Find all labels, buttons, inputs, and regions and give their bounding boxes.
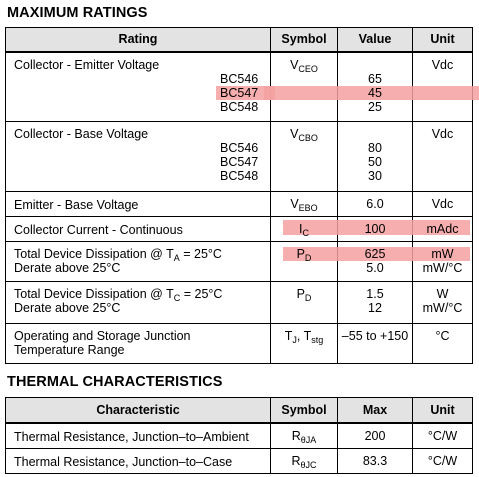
header-symbol: Symbol <box>270 27 338 53</box>
thermal-row-junction-ambient: Thermal Resistance, Junction–to–Ambient … <box>5 422 473 449</box>
header-characteristic: Characteristic <box>5 397 271 424</box>
row-collector-base-voltage: Collector - Base Voltage BC546 BC547 BC5… <box>5 121 473 192</box>
header-max: Max <box>337 397 413 424</box>
rating-label-line2: Temperature Range <box>14 343 125 357</box>
symbol-pd-highlighted: PD <box>270 241 470 282</box>
rating-label: Collector Current - Continuous <box>5 216 271 242</box>
value-vceo: 65 45 25 <box>264 51 479 122</box>
max-value: 200 <box>337 422 413 449</box>
value-bc547-highlighted: 45 <box>368 85 382 100</box>
value-pd-ta: 625 5.0 <box>337 241 413 282</box>
unit: °C/W <box>412 422 473 449</box>
header-rating: Rating <box>5 27 271 53</box>
characteristic-label: Thermal Resistance, Junction–to–Ambient <box>5 422 271 449</box>
symbol-rthja: RθJA <box>270 422 338 449</box>
variant-bc548: BC548 <box>220 99 259 114</box>
row-junction-temperature: Operating and Storage Junction Temperatu… <box>5 323 473 364</box>
thermal-row-junction-case: Thermal Resistance, Junction–to–Case RθJ… <box>5 447 473 474</box>
row-emitter-base-voltage: Emitter - Base Voltage VEBO 6.0 Vdc <box>5 191 473 217</box>
rating-label: Emitter - Base Voltage <box>5 191 271 217</box>
variant-bc548: BC548 <box>220 169 259 183</box>
thermal-title: THERMAL CHARACTERISTICS <box>7 374 223 390</box>
max-ratings-table: Rating Symbol Value Unit Collector - Emi… <box>5 27 479 364</box>
symbol-pd: PD <box>270 281 338 324</box>
value-vebo: 6.0 <box>337 191 413 217</box>
rating-label: Operating and Storage Junction <box>14 329 191 343</box>
unit-temperature: °C <box>412 323 473 364</box>
symbol-ic-highlighted: IC <box>270 216 470 242</box>
max-value: 83.3 <box>337 447 413 474</box>
variant-bc546: BC546 <box>220 71 259 86</box>
unit-pd-ta: mW mW/°C <box>412 241 473 282</box>
unit-vcbo: Vdc <box>412 121 473 192</box>
variant-bc547-highlighted: BC547 <box>216 85 275 100</box>
value-pd-tc: 1.5 12 <box>337 281 413 324</box>
variant-bc547: BC547 <box>220 155 259 169</box>
unit: °C/W <box>412 447 473 474</box>
header-unit: Unit <box>412 397 473 424</box>
rating-label: Collector - Base Voltage <box>14 127 149 141</box>
header-unit: Unit <box>412 27 473 53</box>
value-temperature-range: –55 to +150 <box>337 323 413 364</box>
derate-label: Derate above 25°C <box>14 301 121 315</box>
unit-vebo: Vdc <box>412 191 473 217</box>
value-vcbo: 80 50 30 <box>337 121 413 192</box>
header-value: Value <box>337 27 413 53</box>
rating-label: Total Device Dissipation @ TC = 25°C <box>14 287 223 303</box>
unit-pd-tc: W mW/°C <box>412 281 473 324</box>
header-symbol: Symbol <box>270 397 338 424</box>
rating-label: Collector - Emitter Voltage <box>14 57 160 72</box>
max-ratings-title: MAXIMUM RATINGS <box>7 5 148 21</box>
symbol-vebo: VEBO <box>270 191 338 217</box>
characteristic-label: Thermal Resistance, Junction–to–Case <box>5 447 271 474</box>
row-collector-emitter-voltage: Collector - Emitter Voltage BC546 BC547 … <box>5 51 479 122</box>
row-power-dissipation-tc: Total Device Dissipation @ TC = 25°C Der… <box>5 281 473 324</box>
symbol-vcbo: VCBO <box>270 121 338 192</box>
derate-label: Derate above 25°C <box>14 261 121 275</box>
symbol-rthjc: RθJC <box>270 447 338 474</box>
row-collector-current: Collector Current - Continuous IC 100 mA… <box>5 216 473 242</box>
variant-bc546: BC546 <box>220 141 259 155</box>
symbol-tj-tstg: TJ, Tstg <box>270 323 338 364</box>
rating-label: Total Device Dissipation @ TA = 25°C <box>14 247 222 263</box>
row-power-dissipation-ta: Total Device Dissipation @ TA = 25°C Der… <box>5 241 473 282</box>
thermal-table: Characteristic Symbol Max Unit Thermal R… <box>5 397 473 474</box>
